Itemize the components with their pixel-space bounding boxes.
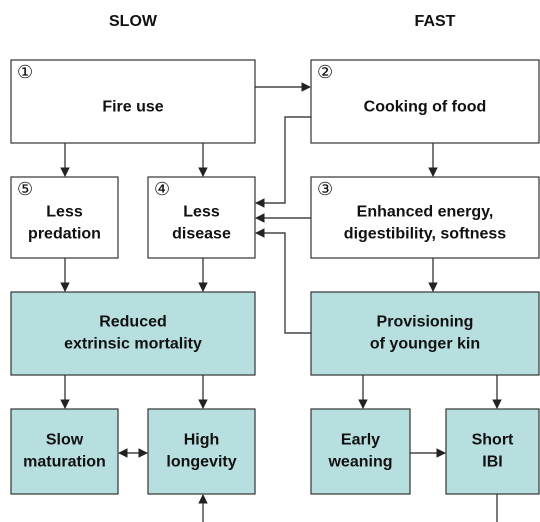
box-label: Less bbox=[183, 204, 220, 221]
column-label: SLOW bbox=[109, 13, 158, 30]
box-label: digestibility, softness bbox=[344, 226, 507, 243]
box bbox=[147, 408, 256, 495]
box bbox=[10, 291, 256, 376]
box bbox=[10, 59, 256, 144]
box-label: disease bbox=[172, 226, 231, 243]
step-number: ② bbox=[317, 62, 333, 82]
box-label: Cooking of food bbox=[364, 99, 487, 116]
box-label: longevity bbox=[166, 454, 236, 471]
box-label: IBI bbox=[482, 454, 502, 471]
box bbox=[10, 176, 119, 259]
box bbox=[147, 176, 256, 259]
column-label: FAST bbox=[415, 13, 456, 30]
box-label: High bbox=[184, 432, 220, 449]
box-label: maturation bbox=[23, 454, 106, 471]
box-label: Provisioning bbox=[377, 314, 474, 331]
box-label: Slow bbox=[46, 432, 84, 449]
step-number: ① bbox=[17, 62, 33, 82]
box bbox=[310, 408, 411, 495]
step-number: ③ bbox=[317, 179, 333, 199]
box-label: weaning bbox=[327, 454, 392, 471]
box-label: Less bbox=[46, 204, 83, 221]
box bbox=[445, 408, 540, 495]
box-label: predation bbox=[28, 226, 101, 243]
box-label: Short bbox=[472, 432, 514, 449]
box-label: of younger kin bbox=[370, 336, 480, 353]
connectors bbox=[60, 82, 502, 522]
step-number: ⑤ bbox=[17, 179, 33, 199]
box bbox=[310, 176, 540, 259]
box bbox=[310, 59, 540, 144]
box-label: extrinsic mortality bbox=[64, 336, 202, 353]
box-label: Fire use bbox=[102, 99, 163, 116]
box-label: Enhanced energy, bbox=[357, 204, 494, 221]
step-number: ④ bbox=[154, 179, 170, 199]
box bbox=[310, 291, 540, 376]
box-label: Early bbox=[341, 432, 380, 449]
box-label: Reduced bbox=[99, 314, 167, 331]
box bbox=[10, 408, 119, 495]
